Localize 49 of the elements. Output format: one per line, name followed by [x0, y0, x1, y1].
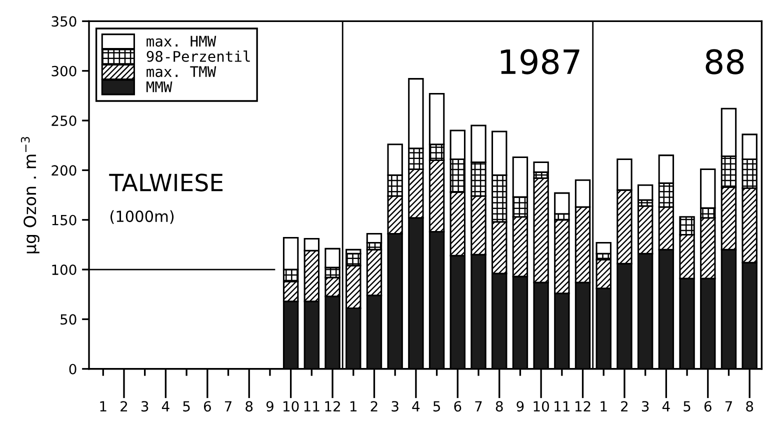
x-tick-label: 3: [141, 401, 148, 412]
y-tick-label: 0: [69, 364, 76, 374]
x-tick-label: 3: [642, 401, 649, 412]
x-tick-label: 8: [246, 401, 253, 412]
annotation: 1987: [500, 49, 580, 74]
x-tick-label: 7: [475, 401, 482, 412]
x-tick-label: 4: [412, 401, 420, 412]
x-tick-label: 6: [204, 401, 211, 412]
x-tick-label: 6: [454, 401, 462, 412]
legend-label: 98-Perzentil: [146, 50, 250, 62]
x-tick-label: 12: [575, 401, 590, 412]
y-tick-label: 250: [52, 116, 76, 126]
x-tick-label: 4: [662, 401, 670, 412]
x-tick-label: 11: [304, 401, 320, 412]
x-tick-label: 8: [746, 401, 754, 412]
x-tick-label: 10: [284, 401, 299, 412]
y-tick-label: 300: [52, 66, 76, 76]
x-tick-label: 9: [516, 401, 524, 412]
legend-label: MMW: [146, 82, 172, 92]
legend-label: max. HMW: [146, 36, 216, 47]
x-tick-label: 7: [224, 401, 232, 412]
annotation: TALWIESE: [109, 174, 223, 192]
x-tick-label: 2: [370, 401, 378, 412]
annotation: 88: [706, 49, 744, 74]
y-axis-title: µg Ozon . m$^{−3}$: [20, 136, 40, 254]
x-tick-label: 1: [600, 401, 607, 412]
x-tick-label: 8: [496, 401, 503, 412]
x-tick-label: 1: [100, 401, 106, 412]
y-tick-label: 100: [52, 264, 76, 276]
x-tick-label: 3: [392, 401, 398, 412]
x-tick-label: 4: [162, 401, 170, 412]
x-tick-label: 5: [684, 401, 690, 412]
y-tick-label: 150: [52, 214, 76, 226]
x-tick-label: 5: [433, 401, 440, 412]
x-tick-label: 9: [266, 401, 274, 412]
x-tick-label: 2: [621, 401, 628, 412]
legend-label: max. TMW: [146, 66, 216, 78]
x-tick-label: 1: [350, 401, 357, 412]
x-tick-label: 12: [325, 401, 340, 412]
x-tick-label: 10: [534, 401, 549, 412]
x-tick-label: 2: [120, 401, 128, 412]
y-tick-label: 350: [52, 16, 76, 27]
annotation: (1000m): [110, 210, 174, 224]
y-tick-label: 200: [52, 165, 76, 176]
x-tick-label: 11: [554, 401, 570, 412]
y-tick-label: 50: [60, 314, 76, 325]
x-tick-label: 6: [704, 401, 712, 412]
x-tick-label: 7: [725, 401, 732, 412]
x-tick-label: 5: [183, 401, 190, 412]
